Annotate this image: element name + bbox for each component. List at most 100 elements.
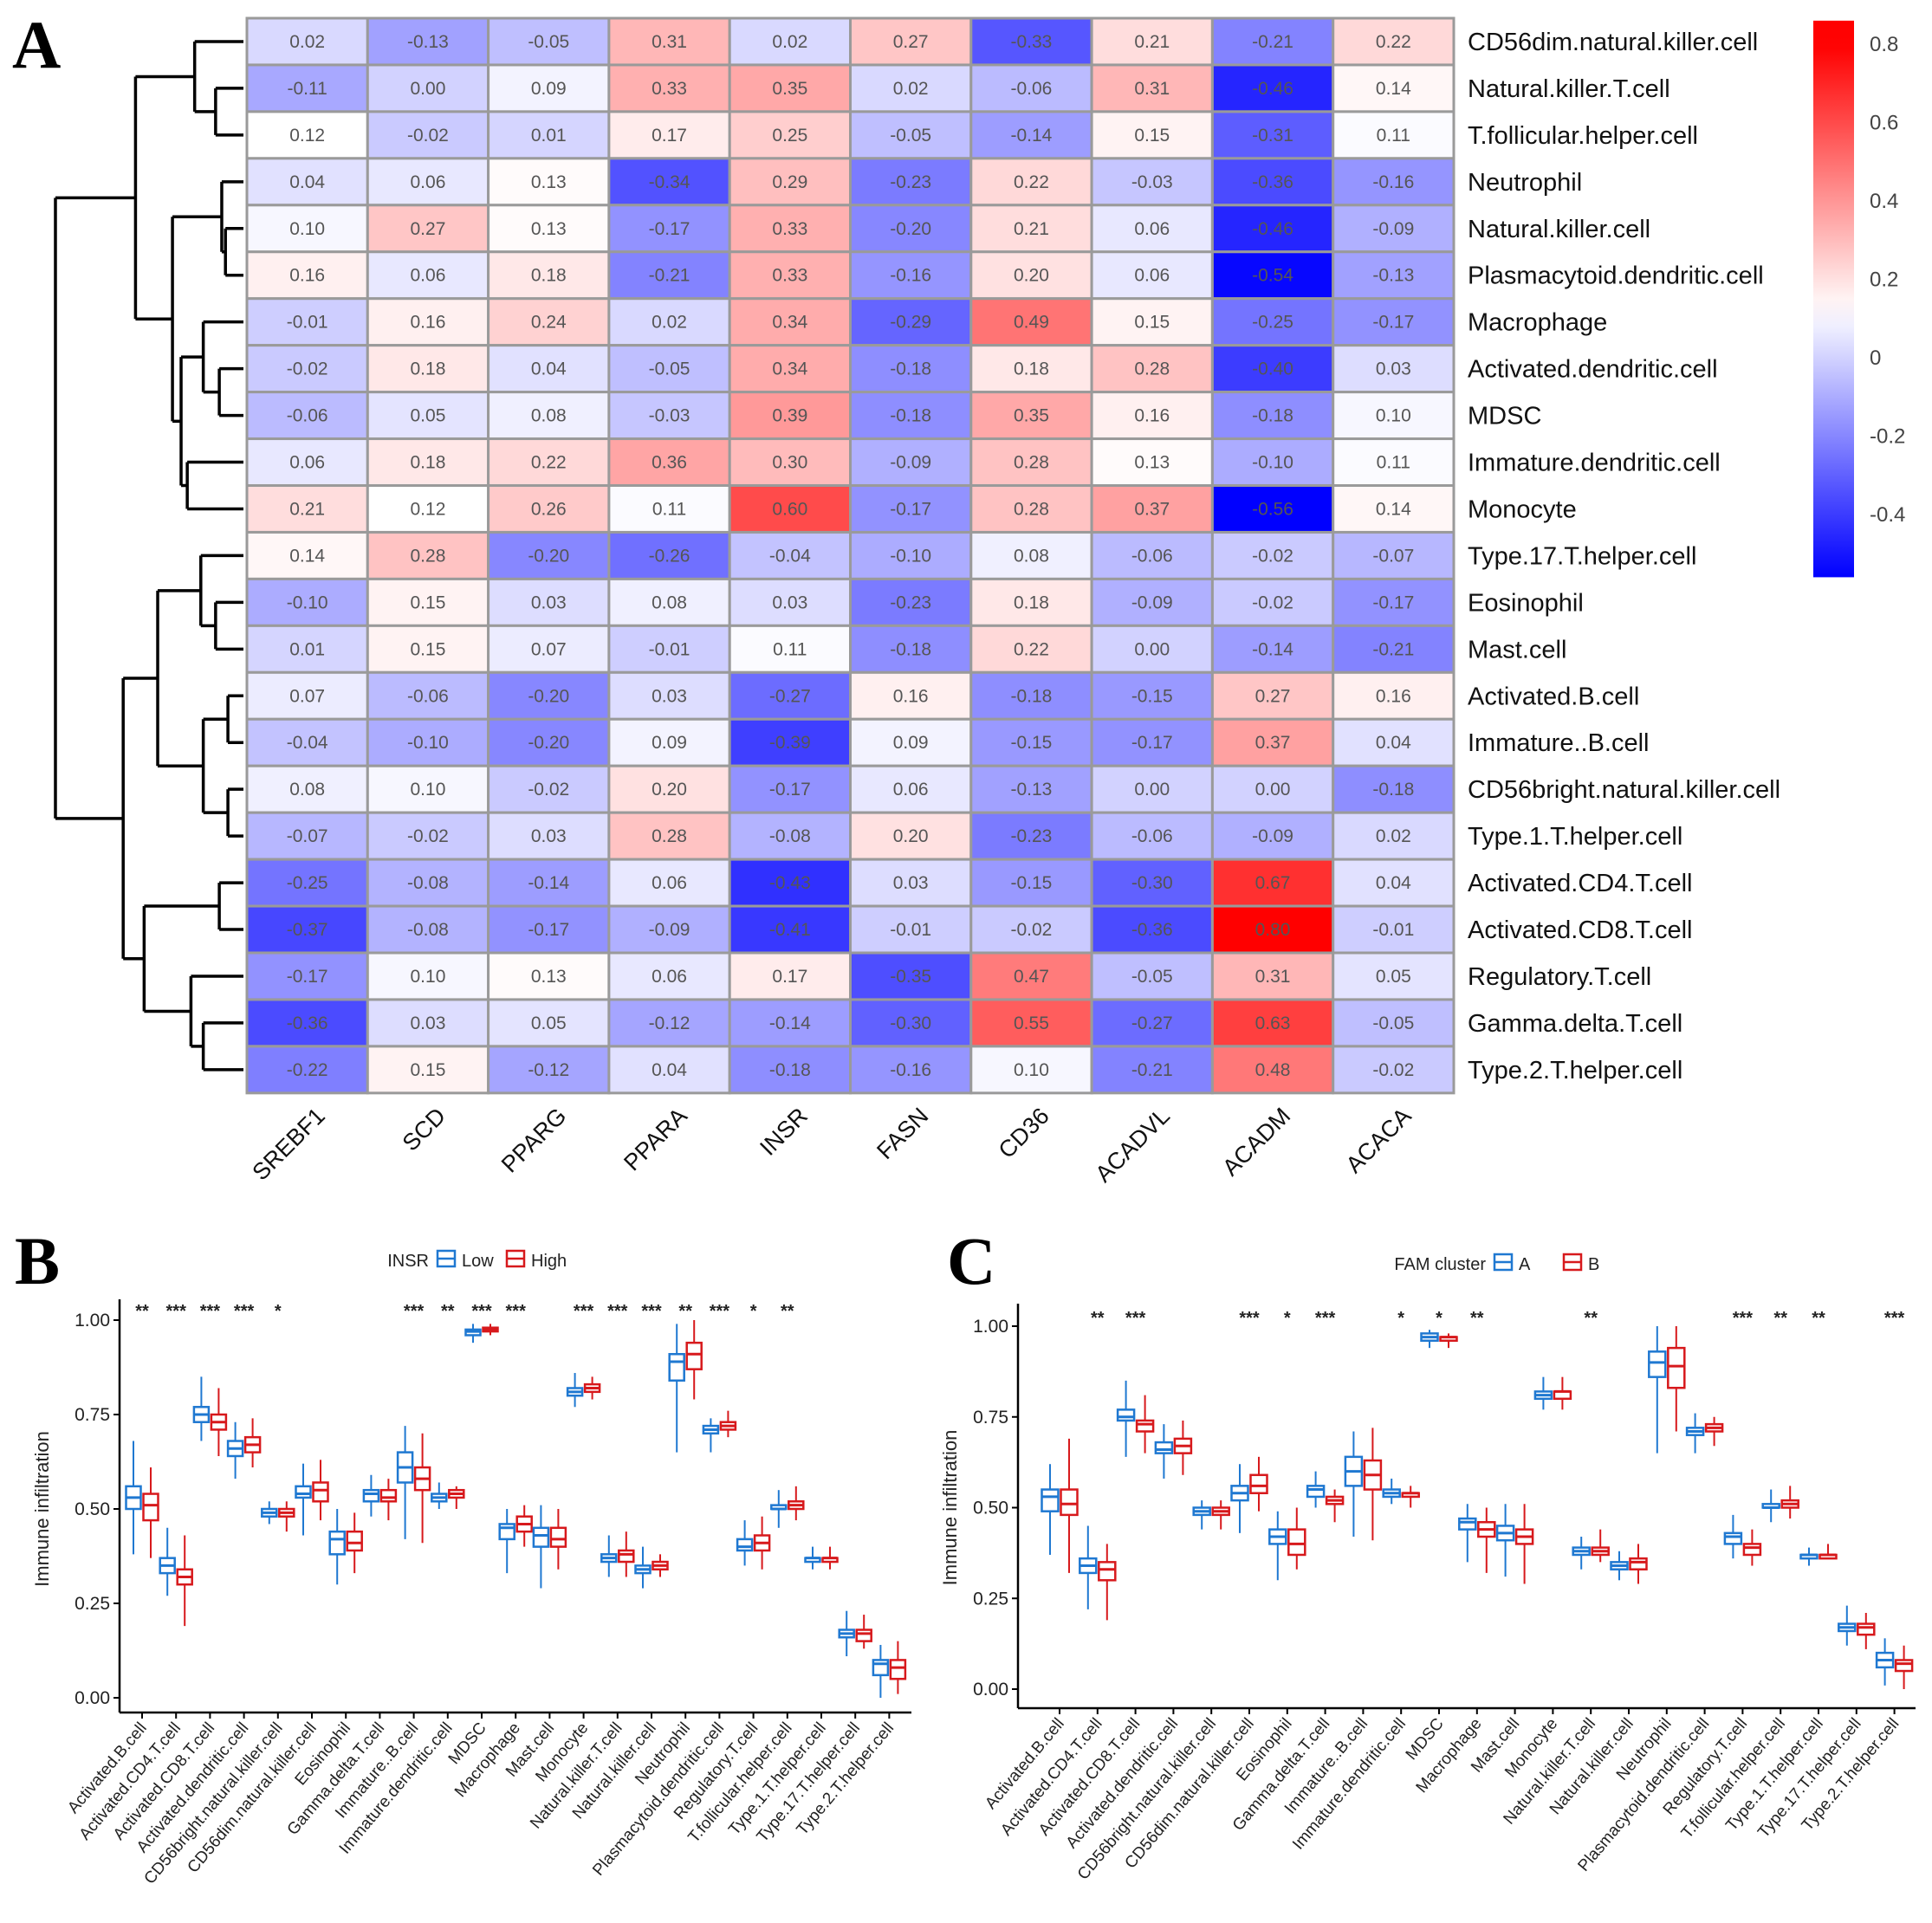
heatmap-cell-value: 0.28 bbox=[411, 546, 446, 566]
heatmap-cell-value: 0.01 bbox=[531, 126, 567, 146]
heatmap-cell-value: -0.12 bbox=[528, 1060, 569, 1080]
heatmap-cell-value: 0.21 bbox=[1014, 219, 1049, 239]
heatmap-cell-value: 0.10 bbox=[1376, 406, 1411, 426]
heatmap-cell-value: -0.18 bbox=[1252, 406, 1293, 426]
box-a bbox=[1041, 1488, 1060, 1512]
heatmap-cell-value: 0.10 bbox=[411, 967, 446, 987]
y-tick-label: 0.25 bbox=[973, 1589, 1008, 1609]
heatmap-cell bbox=[969, 204, 1093, 254]
box-high bbox=[549, 1526, 567, 1548]
heatmap-cell bbox=[1210, 717, 1335, 767]
significance-mark: ** bbox=[135, 1302, 149, 1321]
heatmap-cell-value: -0.43 bbox=[769, 873, 811, 893]
heatmap-cell bbox=[366, 951, 490, 1001]
heatmap-cell bbox=[1090, 811, 1214, 861]
significance-mark: *** bbox=[404, 1302, 425, 1321]
heatmap-cell-value: 0.35 bbox=[772, 79, 807, 99]
box-b bbox=[1742, 1543, 1762, 1557]
heatmap-cell-value: -0.06 bbox=[407, 686, 449, 706]
heatmap-cell-value: -0.14 bbox=[1011, 126, 1053, 146]
heatmap: 0.02 -0.13 -0.05 0.31 0.02 0.27 -0.33 0.21 -0.21… bbox=[245, 16, 1780, 1188]
heatmap-cell-value: -0.16 bbox=[890, 1060, 931, 1080]
heatmap-cell-value: 0.24 bbox=[531, 313, 567, 333]
heatmap-cell-value: 0.15 bbox=[411, 592, 446, 612]
heatmap-cell bbox=[1332, 951, 1455, 1001]
heatmap-cell-value: -0.20 bbox=[890, 219, 931, 239]
heatmap-cell-value: 0.02 bbox=[772, 32, 807, 52]
heatmap-cell-value: 0.25 bbox=[772, 126, 807, 146]
heatmap-cell bbox=[1210, 764, 1335, 814]
heatmap-row-label: Activated.CD4.T.cell bbox=[1468, 870, 1693, 897]
panel-label-a: A bbox=[12, 7, 61, 82]
heatmap-cell-value: 0.31 bbox=[652, 32, 687, 52]
heatmap-cell-value: 0.13 bbox=[531, 172, 567, 192]
heatmap-cell-value: -0.06 bbox=[1131, 546, 1173, 566]
heatmap-row-label: Type.2.T.helper.cell bbox=[1468, 1057, 1682, 1085]
significance-mark: *** bbox=[607, 1302, 628, 1321]
heatmap-cell-value: 0.67 bbox=[1255, 873, 1291, 893]
box-b bbox=[1249, 1473, 1268, 1494]
heatmap-cell-value: -0.46 bbox=[1252, 219, 1293, 239]
heatmap-cell-value: 0.03 bbox=[1376, 359, 1411, 379]
heatmap-cell-value: -0.22 bbox=[287, 1060, 328, 1080]
heatmap-cell-value: -0.11 bbox=[287, 79, 327, 99]
heatmap-cell-value: -0.05 bbox=[1372, 1013, 1414, 1033]
heatmap-cell-value: -0.17 bbox=[1372, 313, 1414, 333]
heatmap-cell-value: 0.30 bbox=[772, 453, 807, 473]
heatmap-cell bbox=[1332, 63, 1455, 113]
heatmap-cell bbox=[1210, 530, 1335, 580]
heatmap-cell bbox=[849, 577, 973, 627]
heatmap-cell-value: -0.23 bbox=[890, 592, 931, 612]
heatmap-cell bbox=[487, 904, 611, 955]
heatmap-cell bbox=[969, 437, 1093, 487]
heatmap-cell-value: -0.46 bbox=[1252, 79, 1293, 99]
heatmap-cell bbox=[969, 1045, 1093, 1095]
heatmap-cell bbox=[487, 157, 611, 207]
heatmap-cell-value: -0.23 bbox=[890, 172, 931, 192]
heatmap-cell-value: 0.02 bbox=[652, 313, 687, 333]
significance-mark: *** bbox=[200, 1302, 221, 1321]
heatmap-cell-value: -0.18 bbox=[1372, 780, 1414, 800]
heatmap-cell-value: 0.27 bbox=[1255, 686, 1291, 706]
heatmap-cell-value: -0.34 bbox=[649, 172, 690, 192]
heatmap-cell-value: 0.18 bbox=[531, 266, 567, 286]
heatmap-cell-value: 0.01 bbox=[289, 639, 325, 659]
row-dendrogram bbox=[54, 40, 243, 1072]
heatmap-cell-value: 0.31 bbox=[1255, 967, 1291, 987]
heatmap-cell bbox=[1332, 858, 1455, 908]
heatmap-cell bbox=[366, 484, 490, 534]
heatmap-cell-value: -0.30 bbox=[1131, 873, 1173, 893]
heatmap-cell bbox=[969, 344, 1093, 394]
heatmap-cell-value: -0.17 bbox=[1131, 733, 1173, 753]
heatmap-cell bbox=[728, 717, 853, 767]
heatmap-cell bbox=[1210, 110, 1335, 160]
heatmap-cell-value: 0.15 bbox=[411, 639, 446, 659]
heatmap-cell-value: -0.20 bbox=[528, 733, 569, 753]
heatmap-cell-value: 0.15 bbox=[1134, 126, 1170, 146]
heatmap-cell bbox=[849, 1045, 973, 1095]
heatmap-cell-value: -0.25 bbox=[287, 873, 328, 893]
heatmap-cell-value: -0.17 bbox=[287, 967, 328, 987]
heatmap-row-label: Eosinophil bbox=[1468, 589, 1584, 617]
significance-mark: *** bbox=[471, 1302, 492, 1321]
heatmap-cell-value: -0.41 bbox=[769, 920, 811, 940]
heatmap-row-label: T.follicular.helper.cell bbox=[1468, 122, 1698, 150]
heatmap-cell-value: 0.27 bbox=[411, 219, 446, 239]
heatmap-cell bbox=[849, 904, 973, 955]
heatmap-cell-value: -0.09 bbox=[1372, 219, 1414, 239]
heatmap-cell-value: 0.18 bbox=[1014, 592, 1049, 612]
box-high bbox=[312, 1481, 329, 1503]
heatmap-cell bbox=[728, 764, 853, 814]
heatmap-cell bbox=[607, 904, 731, 955]
heatmap-row-label: Neutrophil bbox=[1468, 169, 1582, 197]
heatmap-cell-value: 0.26 bbox=[531, 499, 567, 519]
box-high bbox=[855, 1628, 872, 1642]
heatmap-cell-value: -0.56 bbox=[1252, 499, 1293, 519]
heatmap-cell-value: 0.08 bbox=[531, 406, 567, 426]
heatmap-cell-value: -0.15 bbox=[1011, 873, 1053, 893]
heatmap-cell-value: -0.27 bbox=[1131, 1013, 1173, 1033]
heatmap-cell bbox=[1332, 484, 1455, 534]
heatmap-cell-value: 0.00 bbox=[1134, 780, 1170, 800]
heatmap-cell bbox=[1090, 858, 1214, 908]
heatmap-cell-value: -0.17 bbox=[769, 780, 811, 800]
